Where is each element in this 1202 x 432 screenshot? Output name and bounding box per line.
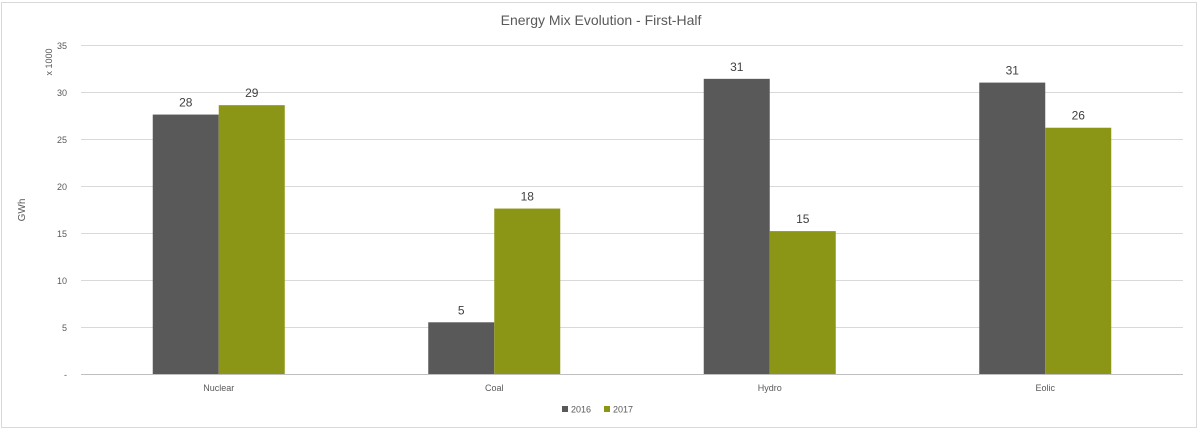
data-label: 15	[796, 212, 810, 226]
y-tick-label: 20	[57, 182, 67, 192]
y-tick-label: 25	[57, 135, 67, 145]
y-tick-label: 10	[57, 276, 67, 286]
y-tick-label: 5	[62, 323, 67, 333]
data-label: 29	[245, 86, 259, 100]
y-axis-ticks: - 5 10 15 20 25 30 35	[57, 41, 67, 380]
data-label: 18	[521, 190, 535, 204]
data-labels: 28 29 5 18 31 15 31 26	[179, 60, 1085, 317]
x-tick-label: Hydro	[758, 383, 782, 393]
y-tick-label: 35	[57, 41, 67, 51]
bar-nuclear-2016[interactable]	[152, 114, 219, 374]
legend-swatch-2017	[604, 406, 610, 412]
data-label: 31	[730, 60, 744, 74]
data-label: 28	[179, 96, 193, 110]
data-label: 5	[458, 303, 465, 317]
legend-label[interactable]: 2016	[571, 405, 591, 415]
y-tick-label: 30	[57, 88, 67, 98]
x-tick-label: Nuclear	[203, 383, 234, 393]
legend-swatch-2016	[562, 406, 568, 412]
bar-coal-2016[interactable]	[428, 322, 495, 374]
x-tick-label: Eolic	[1035, 383, 1055, 393]
legend[interactable]: 2016 2017	[562, 405, 633, 415]
y-tick-label: -	[64, 370, 67, 380]
y-tick-label: 15	[57, 229, 67, 239]
legend-label[interactable]: 2017	[613, 405, 633, 415]
x-tick-label: Coal	[485, 383, 504, 393]
bars	[152, 78, 1112, 374]
data-label: 26	[1072, 109, 1086, 123]
y-axis-unit-label: x 1000	[44, 48, 54, 75]
bar-nuclear-2017[interactable]	[218, 105, 285, 374]
bar-coal-2017[interactable]	[494, 208, 561, 374]
x-axis-ticks: Nuclear Coal Hydro Eolic	[203, 383, 1055, 393]
bar-eolic-2017[interactable]	[1045, 127, 1112, 374]
y-axis-title: GWh	[17, 199, 28, 222]
bar-eolic-2016[interactable]	[979, 82, 1046, 374]
chart-title: Energy Mix Evolution - First-Half	[501, 12, 702, 28]
bar-hydro-2016[interactable]	[703, 78, 770, 374]
data-label: 31	[1006, 64, 1020, 78]
bar-hydro-2017[interactable]	[769, 231, 836, 374]
